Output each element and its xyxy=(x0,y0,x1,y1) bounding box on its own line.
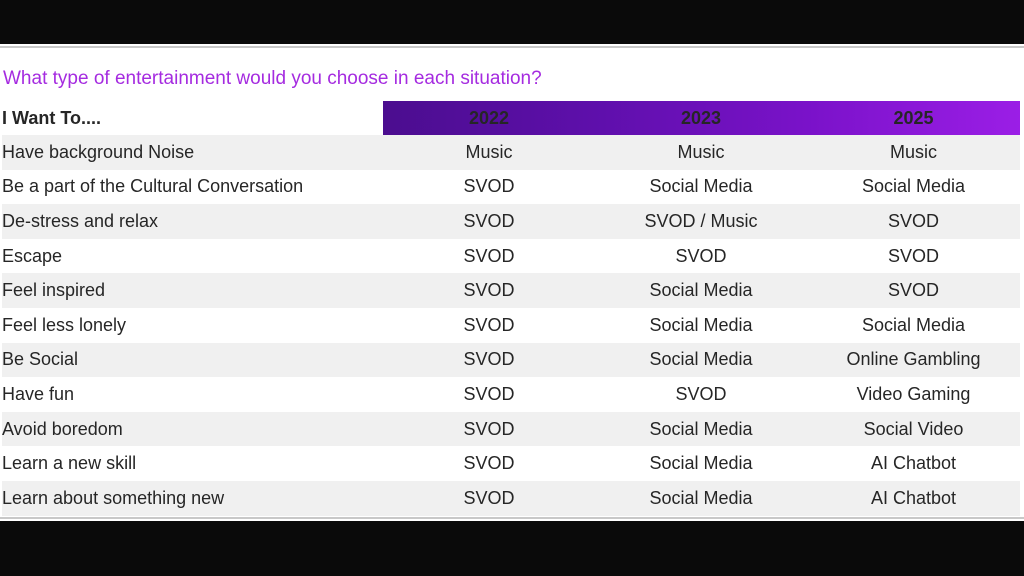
cell-2023: SVOD xyxy=(595,377,807,412)
table-row: Be Social SVOD Social Media Online Gambling xyxy=(2,342,1020,378)
cell-2025: Social Media xyxy=(807,307,1020,343)
table-header-row: I Want To.... 2022 2023 2025 xyxy=(2,101,1020,135)
table-row: Have fun SVOD SVOD Video Gaming xyxy=(2,377,1020,412)
cell-2023: Social Media xyxy=(595,446,807,481)
row-label: Learn a new skill xyxy=(2,446,383,481)
cell-2022: SVOD xyxy=(383,446,595,481)
cell-2025: Online Gambling xyxy=(807,342,1020,378)
chart-title: What type of entertainment would you cho… xyxy=(3,68,542,89)
cell-2023: Social Media xyxy=(595,480,807,516)
cell-2025: SVOD xyxy=(807,204,1020,239)
table-row: Avoid boredom SVOD Social Media Social Vide… xyxy=(2,411,1020,447)
cell-2022: SVOD xyxy=(383,273,595,308)
row-label: Be Social xyxy=(2,342,383,378)
cell-2023: Social Media xyxy=(595,411,807,447)
row-label: De-stress and relax xyxy=(2,204,383,239)
cell-2025: Social Video xyxy=(807,411,1020,447)
cell-2023: Social Media xyxy=(595,342,807,378)
cell-2025: AI Chatbot xyxy=(807,480,1020,516)
table-row: Have background Noise Music Music Music xyxy=(2,135,1020,170)
cell-2022: SVOD xyxy=(383,342,595,378)
cell-2022: SVOD xyxy=(383,238,595,274)
row-label: Avoid boredom xyxy=(2,411,383,447)
cell-2023: SVOD xyxy=(595,238,807,274)
column-header-2025: 2025 xyxy=(807,101,1020,135)
row-label: Learn about something new xyxy=(2,480,383,516)
bottom-divider xyxy=(0,517,1024,519)
cell-2022: SVOD xyxy=(383,377,595,412)
cell-2022: SVOD xyxy=(383,480,595,516)
cell-2023: Social Media xyxy=(595,307,807,343)
table-row: De-stress and relax SVOD SVOD / Music SVOD xyxy=(2,204,1020,239)
cell-2023: Social Media xyxy=(595,273,807,308)
cell-2025: SVOD xyxy=(807,273,1020,308)
column-header-2022: 2022 xyxy=(383,101,595,135)
cell-2025: Video Gaming xyxy=(807,377,1020,412)
table-row: Learn about something new SVOD Social Medi… xyxy=(2,480,1020,516)
column-header-2023: 2023 xyxy=(595,101,807,135)
row-label: Have background Noise xyxy=(2,135,383,170)
cell-2022: SVOD xyxy=(383,169,595,205)
row-header-label: I Want To.... xyxy=(2,101,383,135)
cell-2023: Music xyxy=(595,135,807,170)
table-row: Learn a new skill SVOD Social Media AI Chat… xyxy=(2,446,1020,481)
cell-2022: SVOD xyxy=(383,204,595,239)
table-row: Be a part of the Cultural Conversation SV… xyxy=(2,169,1020,205)
row-label: Feel inspired xyxy=(2,273,383,308)
cell-2023: Social Media xyxy=(595,169,807,205)
cell-2025: Social Media xyxy=(807,169,1020,205)
table-row: Feel less lonely SVOD Social Media Social M… xyxy=(2,307,1020,343)
cell-2022: Music xyxy=(383,135,595,170)
table-body: Have background Noise Music Music Music Be a… xyxy=(2,135,1020,516)
row-label: Feel less lonely xyxy=(2,307,383,343)
table-row: Feel inspired SVOD Social Media SVOD xyxy=(2,273,1020,308)
row-label: Be a part of the Cultural Conversation xyxy=(2,169,383,205)
row-label: Escape xyxy=(2,238,383,274)
cell-2022: SVOD xyxy=(383,411,595,447)
top-divider xyxy=(0,46,1024,48)
cell-2023: SVOD / Music xyxy=(595,204,807,239)
cell-2025: SVOD xyxy=(807,238,1020,274)
cell-2025: AI Chatbot xyxy=(807,446,1020,481)
cell-2025: Music xyxy=(807,135,1020,170)
table-row: Escape SVOD SVOD SVOD xyxy=(2,238,1020,274)
cell-2022: SVOD xyxy=(383,307,595,343)
slide-frame: What type of entertainment would you cho… xyxy=(0,44,1024,521)
row-label: Have fun xyxy=(2,377,383,412)
entertainment-table: I Want To.... 2022 2023 2025 Have backgr… xyxy=(2,101,1020,516)
